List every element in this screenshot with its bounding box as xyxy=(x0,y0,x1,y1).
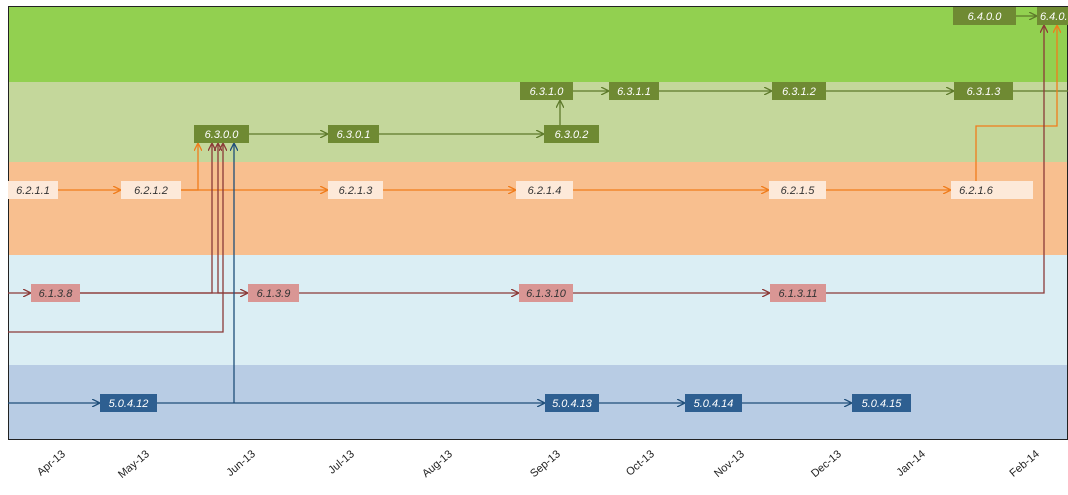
axis-label: Apr-13 xyxy=(35,448,68,478)
axis-label: Jul-13 xyxy=(326,448,357,476)
svg-text:6.2.1.6: 6.2.1.6 xyxy=(959,185,994,197)
svg-text:6.2.1.2: 6.2.1.2 xyxy=(134,185,168,197)
version-box: 6.3.1.3 xyxy=(954,82,1013,100)
svg-text:6.2.1.3: 6.2.1.3 xyxy=(339,185,374,197)
band-6-2 xyxy=(8,162,1068,255)
band-6-1 xyxy=(8,255,1068,365)
svg-text:6.2.1.5: 6.2.1.5 xyxy=(781,185,816,197)
svg-text:6.4.0.0: 6.4.0.0 xyxy=(968,11,1003,23)
svg-text:5.0.4.15: 5.0.4.15 xyxy=(862,398,903,410)
svg-text:6.3.1.0: 6.3.1.0 xyxy=(530,86,565,98)
svg-text:6.1.3.8: 6.1.3.8 xyxy=(39,288,74,300)
band-6-4 xyxy=(8,6,1068,82)
version-box: 6.3.0.1 xyxy=(328,125,379,143)
version-box: 6.2.1.5 xyxy=(769,181,826,199)
version-box: 6.3.1.2 xyxy=(772,82,826,100)
version-box: 6.1.3.10 xyxy=(519,284,573,302)
time-axis: Apr-13 May-13 Jun-13 Jul-13 Aug-13 Sep-1… xyxy=(35,448,1042,481)
version-box: 6.2.1.6 xyxy=(951,181,1033,199)
version-box: 6.3.0.2 xyxy=(544,125,599,143)
axis-label: Dec-13 xyxy=(809,448,844,480)
svg-text:6.2.1.4: 6.2.1.4 xyxy=(528,185,562,197)
svg-text:6.3.0.0: 6.3.0.0 xyxy=(205,129,240,141)
version-box: 6.3.1.1 xyxy=(609,82,659,100)
axis-label: Jan-14 xyxy=(894,448,927,479)
svg-text:6.1.3.11: 6.1.3.11 xyxy=(779,288,818,300)
version-box: 5.0.4.14 xyxy=(685,394,742,412)
axis-label: May-13 xyxy=(116,448,152,481)
version-box: 6.2.1.3 xyxy=(328,181,383,199)
connector-6138-to-6300 xyxy=(80,144,212,294)
axis-label: Oct-13 xyxy=(624,448,657,478)
svg-text:6.3.1.1: 6.3.1.1 xyxy=(617,86,651,98)
version-box: 6.2.1.2 xyxy=(121,181,181,199)
svg-text:6.1.3.9: 6.1.3.9 xyxy=(257,288,291,300)
connector-61311-to-640x xyxy=(826,26,1044,294)
svg-text:6.4.0.: 6.4.0. xyxy=(1040,11,1068,23)
svg-text:5.0.4.14: 5.0.4.14 xyxy=(694,398,734,410)
svg-text:6.3.0.2: 6.3.0.2 xyxy=(555,129,589,141)
version-box: 6.1.3.8 xyxy=(31,284,80,302)
svg-text:6.3.0.1: 6.3.0.1 xyxy=(337,129,371,141)
svg-text:6.3.1.2: 6.3.1.2 xyxy=(782,86,816,98)
version-box: 6.3.1.0 xyxy=(520,82,573,100)
version-box: 6.1.3.11 xyxy=(770,284,826,302)
version-box: 5.0.4.13 xyxy=(545,394,599,412)
svg-text:6.3.1.3: 6.3.1.3 xyxy=(967,86,1002,98)
version-box: 6.4.0. xyxy=(1037,7,1068,25)
axis-label: Aug-13 xyxy=(420,448,455,480)
version-box: 6.2.1.1 xyxy=(8,181,58,199)
connector-6139-to-6300 xyxy=(218,144,247,294)
svg-text:5.0.4.13: 5.0.4.13 xyxy=(552,398,593,410)
connector-6212-to-6300 xyxy=(181,144,198,191)
axis-label: Feb-14 xyxy=(1008,448,1042,480)
connectors xyxy=(8,16,1068,403)
axis-label: Sep-13 xyxy=(528,448,563,480)
connector-6137-to-6300 xyxy=(8,144,223,333)
version-box: 6.4.0.0 xyxy=(953,7,1016,25)
svg-text:6.1.3.10: 6.1.3.10 xyxy=(526,288,567,300)
svg-text:5.0.4.12: 5.0.4.12 xyxy=(109,398,149,410)
version-box: 5.0.4.15 xyxy=(852,394,911,412)
svg-text:6.2.1.1: 6.2.1.1 xyxy=(16,185,50,197)
bands xyxy=(8,6,1068,440)
version-box: 6.3.0.0 xyxy=(194,125,249,143)
version-box: 6.1.3.9 xyxy=(248,284,299,302)
version-boxes: 6.4.0.0 6.4.0. 6.3.1.0 6.3.1.1 6.3.1.2 6… xyxy=(8,7,1068,412)
axis-label: Nov-13 xyxy=(712,448,747,480)
version-box: 5.0.4.12 xyxy=(100,394,157,412)
version-box: 6.2.1.4 xyxy=(516,181,573,199)
connector-6216-to-640x xyxy=(975,26,1057,181)
axis-label: Jun-13 xyxy=(224,448,257,479)
